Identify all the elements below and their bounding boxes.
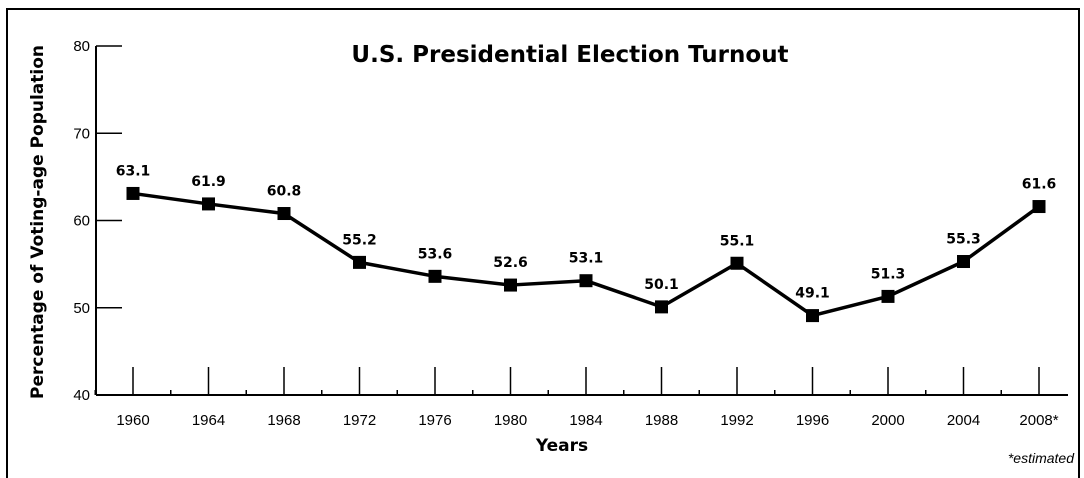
data-label: 61.9 <box>191 174 226 190</box>
y-tick-label: 80 <box>73 38 90 55</box>
data-point <box>277 207 291 221</box>
x-tick-label: 1984 <box>569 412 602 429</box>
data-point <box>806 309 819 323</box>
x-tick-label: 1964 <box>192 412 225 429</box>
data-label: 53.6 <box>418 246 453 262</box>
chart-frame <box>6 8 1080 478</box>
data-label: 61.6 <box>1022 177 1057 193</box>
data-point <box>579 274 593 288</box>
y-tick-label: 60 <box>73 213 90 230</box>
y-axis-label: Percentage of Voting-age Population <box>28 45 48 399</box>
chart-title: U.S. Presidential Election Turnout <box>351 42 788 68</box>
y-tick-label: 50 <box>73 300 90 317</box>
x-tick-label: 1992 <box>720 412 753 429</box>
data-point <box>353 255 366 269</box>
x-tick-label: 1988 <box>645 412 678 429</box>
data-point <box>202 197 215 211</box>
data-label: 60.8 <box>267 184 302 200</box>
x-tick-label: 1960 <box>116 412 149 429</box>
data-label: 52.6 <box>493 255 528 271</box>
x-tick-label: 1976 <box>418 412 451 429</box>
data-point <box>126 186 140 200</box>
data-label: 63.1 <box>116 163 151 179</box>
data-point <box>1032 200 1046 214</box>
data-label: 55.2 <box>342 232 377 248</box>
data-point <box>957 255 970 269</box>
x-tick-label: 2004 <box>947 412 980 429</box>
x-tick-label: 1968 <box>267 412 300 429</box>
data-label: 55.3 <box>946 232 981 248</box>
data-label: 51.3 <box>871 266 906 282</box>
axes: 40 50 60 70 80 1960 1964 1968 1972 1976 1980 1984 19… <box>73 38 1068 429</box>
data-markers <box>126 186 1046 323</box>
data-point <box>504 278 517 292</box>
data-label: 50.1 <box>644 277 679 293</box>
data-label: 49.1 <box>795 286 830 302</box>
x-axis-label: Years <box>535 436 588 456</box>
x-tick-label: 1996 <box>796 412 829 429</box>
x-tick-label: 2000 <box>871 412 904 429</box>
data-labels: 63.1 61.9 60.8 55.2 53.6 52.6 53.1 50.1 55.1 49.1… <box>116 163 1057 301</box>
footnote: *estimated <box>1008 450 1075 466</box>
x-tick-label: 1972 <box>343 412 376 429</box>
y-tick-label: 70 <box>73 125 90 142</box>
data-point <box>881 289 895 303</box>
data-label: 55.1 <box>720 233 755 249</box>
data-point <box>730 256 744 270</box>
data-label: 53.1 <box>569 251 604 267</box>
y-tick-label: 40 <box>73 387 90 404</box>
data-point <box>655 300 668 314</box>
x-tick-label: 1980 <box>494 412 527 429</box>
data-point <box>428 269 442 283</box>
x-tick-label: 2008* <box>1019 412 1058 429</box>
